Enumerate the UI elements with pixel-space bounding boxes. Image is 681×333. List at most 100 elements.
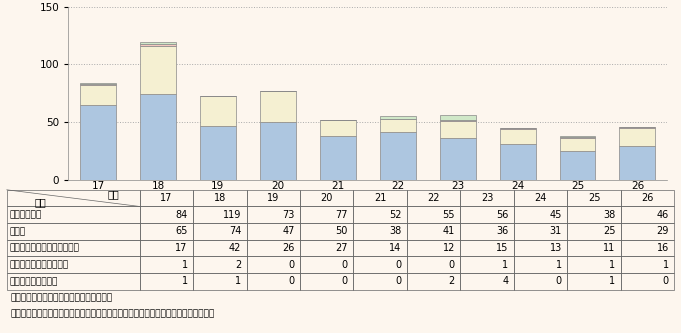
Text: 13: 13: [550, 243, 562, 253]
Text: 50: 50: [336, 226, 348, 236]
Bar: [560, 138, 595, 151]
Text: 1: 1: [663, 260, 669, 270]
Text: 1: 1: [503, 260, 508, 270]
Text: 74: 74: [229, 226, 241, 236]
Bar: [320, 120, 355, 136]
Text: 2: 2: [235, 260, 241, 270]
Bar: [440, 121, 475, 138]
Text: 31: 31: [550, 226, 562, 236]
Text: 政治資金規正法違反: 政治資金規正法違反: [10, 277, 58, 286]
Text: 4: 4: [503, 276, 508, 286]
Text: 29: 29: [656, 226, 669, 236]
Bar: [560, 137, 595, 138]
Text: 45: 45: [550, 210, 562, 220]
Bar: [140, 46, 176, 94]
Text: 贈収賁: 贈収賁: [10, 227, 26, 236]
Text: 56: 56: [496, 210, 508, 220]
Text: 26: 26: [282, 243, 294, 253]
Text: 27: 27: [336, 243, 348, 253]
Text: 38: 38: [390, 226, 401, 236]
Text: 42: 42: [229, 243, 241, 253]
Text: 年次: 年次: [107, 189, 119, 199]
Text: 0: 0: [663, 276, 669, 286]
Text: 21: 21: [374, 193, 386, 203]
Text: 0: 0: [289, 276, 294, 286]
Bar: [320, 136, 355, 180]
Text: 0: 0: [342, 276, 348, 286]
Text: 1: 1: [556, 260, 562, 270]
Text: 23: 23: [481, 193, 493, 203]
Text: 11: 11: [603, 243, 616, 253]
Text: 0: 0: [449, 260, 455, 270]
Text: 注１：公職選挙法違反事件を除いている。: 注１：公職選挙法違反事件を除いている。: [10, 293, 112, 302]
Text: 19: 19: [267, 193, 279, 203]
Bar: [560, 136, 595, 137]
Text: 25: 25: [603, 226, 616, 236]
Bar: [80, 105, 116, 180]
Bar: [500, 128, 535, 129]
Text: 区分: 区分: [34, 197, 46, 207]
Bar: [620, 127, 655, 128]
Bar: [200, 126, 236, 180]
Text: 0: 0: [556, 276, 562, 286]
Bar: [620, 146, 655, 180]
Text: 合計（事件）: 合計（事件）: [10, 210, 42, 219]
Bar: [380, 133, 415, 180]
Text: 18: 18: [214, 193, 226, 203]
Bar: [380, 116, 415, 119]
Text: 73: 73: [282, 210, 294, 220]
Text: 17: 17: [160, 193, 172, 203]
Text: 47: 47: [282, 226, 294, 236]
Bar: [80, 83, 116, 84]
Bar: [140, 94, 176, 180]
Text: 20: 20: [321, 193, 333, 203]
Text: 119: 119: [223, 210, 241, 220]
Text: 24: 24: [535, 193, 547, 203]
Text: 65: 65: [175, 226, 187, 236]
Text: 77: 77: [336, 210, 348, 220]
Bar: [260, 122, 296, 180]
Bar: [80, 85, 116, 105]
Text: 22: 22: [428, 193, 440, 203]
Text: 17: 17: [175, 243, 187, 253]
Bar: [80, 84, 116, 85]
Bar: [380, 119, 415, 133]
Bar: [260, 91, 296, 122]
Text: 1: 1: [182, 260, 187, 270]
Text: 0: 0: [289, 260, 294, 270]
Bar: [140, 42, 176, 44]
Text: 14: 14: [390, 243, 401, 253]
Text: あっせん利得処罰法違反: あっせん利得処罰法違反: [10, 260, 69, 269]
Bar: [140, 44, 176, 46]
Text: 36: 36: [496, 226, 508, 236]
Text: 1: 1: [609, 276, 616, 286]
Text: 26: 26: [642, 193, 654, 203]
Text: 談合・公契約関係競売等妨害: 談合・公契約関係競売等妨害: [10, 243, 80, 253]
Bar: [500, 144, 535, 180]
Bar: [620, 128, 655, 146]
Bar: [560, 151, 595, 180]
Text: 84: 84: [176, 210, 187, 220]
Text: 46: 46: [656, 210, 669, 220]
Text: 41: 41: [443, 226, 455, 236]
Text: 16: 16: [656, 243, 669, 253]
Text: 0: 0: [342, 260, 348, 270]
Text: 25: 25: [588, 193, 600, 203]
Text: 15: 15: [496, 243, 508, 253]
Bar: [500, 129, 535, 144]
Text: 38: 38: [603, 210, 616, 220]
Text: 1: 1: [182, 276, 187, 286]
Bar: [200, 96, 236, 126]
Text: 0: 0: [396, 276, 401, 286]
Bar: [440, 120, 475, 121]
Text: 1: 1: [235, 276, 241, 286]
Text: 2: 2: [449, 276, 455, 286]
Text: 12: 12: [443, 243, 455, 253]
Text: 1: 1: [609, 260, 616, 270]
Text: ２：同一の被疑者で同種の余罪がある場合でも、一つの事件として計上している。: ２：同一の被疑者で同種の余罪がある場合でも、一つの事件として計上している。: [10, 310, 215, 319]
Text: 55: 55: [443, 210, 455, 220]
Text: 0: 0: [396, 260, 401, 270]
Text: 52: 52: [389, 210, 401, 220]
Bar: [440, 115, 475, 120]
Bar: [440, 138, 475, 180]
